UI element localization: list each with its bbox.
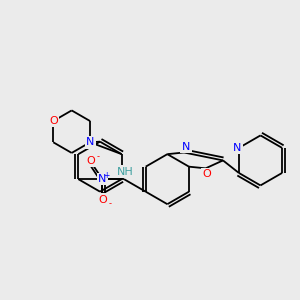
Text: N: N [233,143,242,153]
Text: +: + [103,171,110,180]
Text: O: O [49,116,58,126]
Text: N: N [98,174,106,184]
Text: O: O [86,156,95,166]
Text: O: O [202,169,211,179]
Text: O: O [98,195,107,205]
Text: NH: NH [117,167,134,177]
Text: -: - [108,199,111,208]
Text: N: N [182,142,190,152]
Text: O: O [98,195,107,205]
Text: -: - [97,152,100,161]
Text: N: N [86,137,94,147]
